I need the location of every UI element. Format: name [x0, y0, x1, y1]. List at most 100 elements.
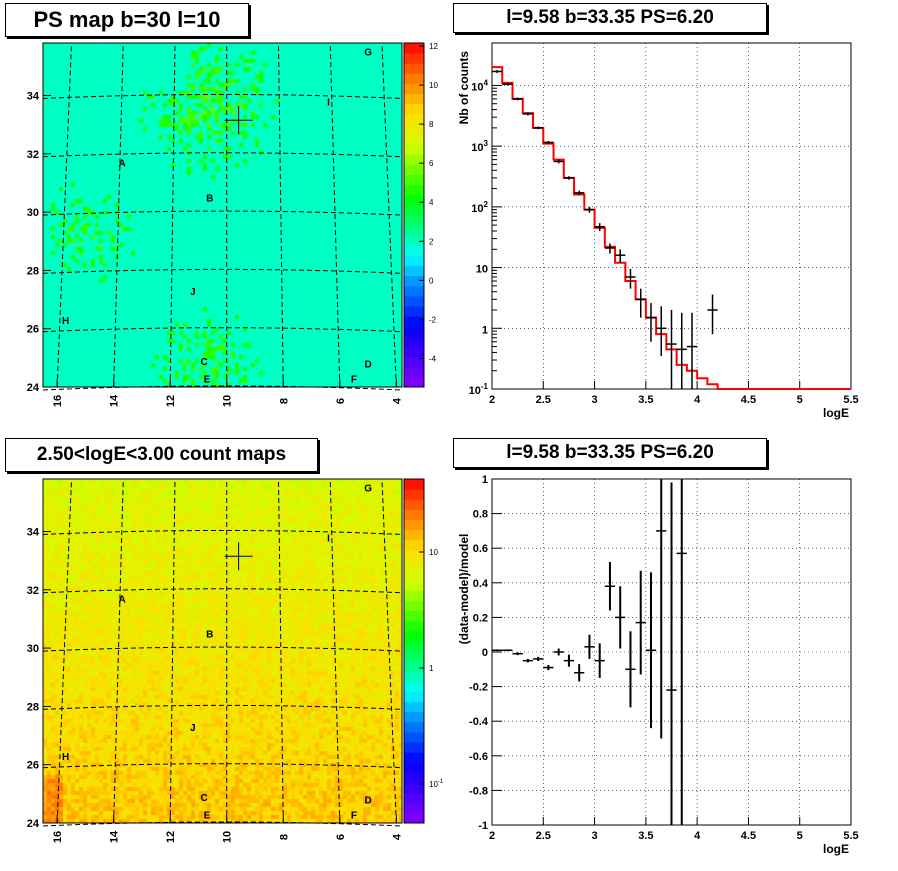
colorbar-cell — [404, 782, 424, 794]
residual-point-7 — [563, 654, 575, 667]
residual-title-text: l=9.58 b=33.35 PS=6.20 — [506, 442, 714, 463]
y-tick-label-2: 28 — [27, 701, 39, 713]
x-tick-label-6: 5 — [797, 394, 803, 406]
y-tick-label-2: 28 — [27, 265, 39, 277]
colorbar-cell — [404, 83, 424, 95]
x-tick-label-4: 4 — [694, 394, 701, 406]
y-tick-label-1: 103 — [471, 139, 488, 154]
y-tick-label-0: 24 — [27, 818, 40, 830]
colorbar-cell — [404, 671, 424, 682]
colorbar-cell — [404, 245, 424, 256]
data-point-14 — [635, 288, 646, 318]
source-label-C: C — [201, 357, 208, 368]
data-point-11 — [604, 243, 616, 254]
y-tick-label-5: 34 — [27, 526, 40, 538]
count-map-title: 2.50<logE<3.00 count maps — [5, 438, 318, 472]
colorbar-cell — [404, 559, 424, 571]
source-label-I: I — [327, 97, 330, 108]
residual-point-18 — [676, 479, 687, 825]
y-tick-label-4: 1 — [482, 324, 488, 336]
grid-latitude-1 — [42, 327, 403, 333]
source-label-D: D — [364, 796, 371, 807]
colorbar-cell — [404, 53, 424, 64]
colorbar-cell — [404, 204, 424, 216]
colorbar-cell — [404, 63, 424, 74]
colorbar-cell — [404, 184, 424, 196]
y-tick-label-1: 26 — [27, 324, 39, 336]
data-point-5 — [543, 140, 554, 145]
data-point-12 — [615, 249, 626, 263]
colorbar-cell — [404, 144, 424, 155]
colorbar-cell — [404, 376, 424, 388]
residual-title: l=9.58 b=33.35 PS=6.20 — [453, 438, 767, 468]
colorbar-cell — [404, 529, 424, 541]
residual-point-4 — [533, 656, 544, 661]
data-point-8 — [574, 190, 585, 196]
colorbar-cell — [404, 295, 424, 307]
colorbar-cell — [404, 265, 424, 277]
x-tick-label-6: 4 — [391, 833, 403, 840]
source-label-H: H — [62, 752, 69, 763]
x-tick-label-2: 12 — [165, 395, 177, 407]
source-label-B: B — [206, 194, 213, 205]
colorbar-cell — [404, 742, 424, 753]
residual-point-3 — [522, 658, 534, 663]
colorbar-tick-label-2: 10-1 — [429, 779, 444, 789]
colorbar-cell — [404, 326, 424, 337]
x-tick-label-2: 3 — [592, 394, 598, 406]
grid-latitude-0 — [42, 821, 403, 827]
colorbar-cell — [404, 620, 424, 632]
colorbar-tick-label-1: 1 — [429, 664, 434, 673]
grid-latitude-5 — [42, 529, 403, 535]
residual-point-2 — [512, 652, 523, 656]
y-tick-label-9: -0.8 — [469, 785, 488, 797]
data-point-2 — [512, 97, 523, 101]
colorbar-cell — [404, 346, 424, 358]
residual-point-6 — [553, 648, 564, 656]
y-tick-label-5: 34 — [27, 90, 40, 102]
x-tick-label-1: 14 — [109, 394, 121, 407]
colorbar-cell — [404, 336, 424, 348]
y-tick-label-3: 30 — [27, 643, 39, 655]
y-tick-label-1: 0.8 — [473, 509, 488, 521]
colorbar-cell — [404, 640, 424, 652]
residual-point-10 — [594, 643, 605, 678]
data-point-18 — [676, 312, 687, 389]
colorbar-cell — [404, 509, 424, 520]
colorbar-cell — [404, 366, 424, 378]
x-tick-label-4: 8 — [278, 834, 290, 840]
y-tick-label-10: -1 — [478, 820, 488, 832]
colorbar-cell — [404, 43, 424, 54]
grid-latitude-3 — [42, 210, 403, 216]
source-label-G: G — [364, 484, 372, 495]
source-label-H: H — [62, 316, 69, 327]
source-label-C: C — [201, 793, 208, 804]
residual-point-17 — [666, 482, 677, 825]
y-tick-label-1: 26 — [27, 760, 39, 772]
grid-longitude-1 — [113, 42, 124, 388]
data-point-0 — [492, 69, 503, 74]
colorbar-tick-label-4: 4 — [429, 198, 434, 207]
colorbar-cell — [404, 681, 424, 692]
grid-longitude-0 — [56, 42, 73, 388]
y-tick-label-5: 0 — [482, 647, 488, 659]
colorbar-cell — [404, 499, 424, 510]
x-tick-label-0: 2 — [489, 830, 495, 842]
colorbar-cell — [404, 519, 424, 531]
colorbar-tick-label-6: 0 — [429, 276, 434, 285]
colorbar-cell — [404, 225, 424, 236]
y-axis-label: (data-model)/model — [457, 534, 471, 645]
map-panel-0: 16 14 12 10 8 6 4 24 26 28 30 32 34 G I A B J H CE DF 12 10 8 6 4… — [27, 42, 439, 407]
x-axis-label: logE — [823, 842, 849, 856]
colorbar-tick-label-3: 6 — [429, 159, 434, 168]
y-tick-label-2: 0.6 — [473, 543, 488, 555]
colorbar-cell — [404, 812, 424, 824]
data-point-20 — [707, 294, 718, 335]
y-tick-label-3: 30 — [27, 207, 39, 219]
colorbar-cell — [404, 549, 424, 561]
colorbar-cell — [404, 235, 424, 246]
grid-latitude-1 — [42, 763, 403, 769]
colorbar-cell — [404, 580, 424, 591]
colorbar-cell — [404, 651, 424, 662]
x-tick-label-4: 4 — [694, 830, 701, 842]
